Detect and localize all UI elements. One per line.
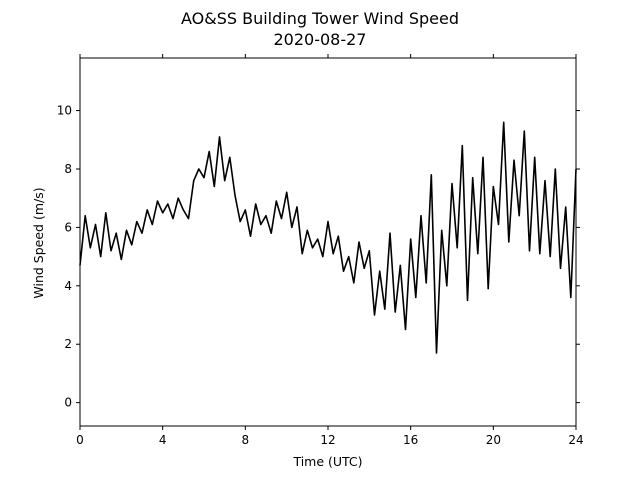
y-tick-label: 10 xyxy=(57,104,72,118)
chart-title: AO&SS Building Tower Wind Speed xyxy=(181,9,459,28)
x-tick-label: 16 xyxy=(403,433,418,447)
y-tick-label: 8 xyxy=(64,162,72,176)
x-axis-label: Time (UTC) xyxy=(292,454,362,469)
y-tick-label: 4 xyxy=(64,279,72,293)
chart-subtitle: 2020-08-27 xyxy=(274,30,367,49)
series-line-0 xyxy=(79,121,577,354)
x-tick-label: 12 xyxy=(320,433,335,447)
x-tick-label: 8 xyxy=(242,433,250,447)
plot-area xyxy=(79,121,577,354)
x-tick-label: 24 xyxy=(568,433,583,447)
y-tick-label: 6 xyxy=(64,220,72,234)
x-tick-label: 20 xyxy=(486,433,501,447)
y-tick-label: 0 xyxy=(64,396,72,410)
x-tick-label: 4 xyxy=(159,433,167,447)
plot-frame xyxy=(79,57,577,427)
x-tick-label: 0 xyxy=(76,433,84,447)
y-axis-label: Wind Speed (m/s) xyxy=(31,187,46,298)
y-tick-label: 2 xyxy=(64,337,72,351)
